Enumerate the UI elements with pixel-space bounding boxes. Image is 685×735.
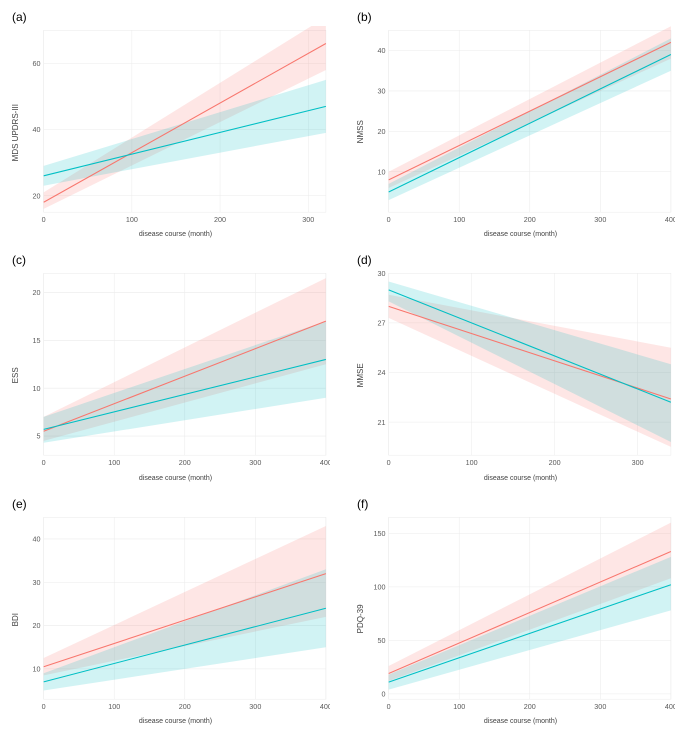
svg-text:200: 200	[549, 458, 561, 467]
chart-area: PDQ-39 0 100 200 300 400 0 50 100 150 disease cour…	[355, 513, 675, 725]
chart-area: MMSE 0 100 200 300 21 24 27 30 disease course (mo…	[355, 269, 675, 481]
plot-wrap: 0 100 200 300 21 24 27 30 disease course (month)	[366, 269, 675, 481]
svg-text:0: 0	[387, 701, 391, 710]
plot: 0 100 200 300 400 10 20 30 40	[366, 26, 675, 229]
svg-text:100: 100	[108, 458, 120, 467]
ylabel: NMSS	[355, 26, 366, 238]
svg-text:200: 200	[524, 701, 536, 710]
svg-text:100: 100	[374, 582, 386, 591]
plot: 0 100 200 300 400 5 10 15 20	[21, 269, 330, 472]
plot-wrap: 0 100 200 300 400 10 20 30 40 disease course (mon…	[21, 513, 330, 725]
panel-label-c: (c)	[12, 253, 330, 267]
svg-text:27: 27	[378, 319, 386, 328]
panel-e: (e) BDI 0 100 200 300 400 10 20 30 40 disease cours…	[10, 497, 330, 725]
svg-text:200: 200	[179, 701, 191, 710]
ylabel: PDQ-39	[355, 513, 366, 725]
svg-text:0: 0	[382, 689, 386, 698]
svg-text:10: 10	[378, 167, 386, 176]
panel-grid: (a)MDS UPDRS-III0100200300204060disease …	[10, 10, 675, 725]
svg-text:20: 20	[33, 621, 41, 630]
chart-area: NMSS 0 100 200 300 400 10 20 30 40 disease course …	[355, 26, 675, 238]
ylabel: ESS	[10, 269, 21, 481]
chart-area: ESS 0 100 200 300 400 5 10 15 20 disease course (m…	[10, 269, 330, 481]
svg-text:400: 400	[320, 701, 330, 710]
svg-text:0: 0	[387, 215, 391, 224]
svg-text:200: 200	[214, 215, 226, 224]
panel-label-a: (a)	[12, 10, 330, 24]
svg-text:21: 21	[378, 418, 386, 427]
panel-label-d: (d)	[357, 253, 675, 267]
svg-text:15: 15	[33, 336, 41, 345]
plot-wrap: 0 100 200 300 400 5 10 15 20 disease course (mont…	[21, 269, 330, 481]
xlabel: disease course (month)	[21, 716, 330, 725]
panel-d: (d) MMSE 0 100 200 300 21 24 27 30 disease course …	[355, 253, 675, 481]
svg-text:150: 150	[374, 529, 386, 538]
panel-f: (f) PDQ-39 0 100 200 300 400 0 50 100 150 disease c…	[355, 497, 675, 725]
plot: 0 100 200 300 400 0 50 100 150	[366, 513, 675, 716]
svg-text:400: 400	[665, 701, 675, 710]
svg-text:300: 300	[594, 215, 606, 224]
svg-text:100: 100	[108, 701, 120, 710]
plot-wrap: 0 100 200 300 400 10 20 30 40 disease course (mon…	[366, 26, 675, 238]
plot: 0 100 200 300 400 10 20 30 40	[21, 513, 330, 716]
plot: 0 100 200 300 20 40 60	[21, 26, 330, 229]
ylabel: MMSE	[355, 269, 366, 481]
svg-text:10: 10	[33, 664, 41, 673]
svg-text:20: 20	[33, 288, 41, 297]
xlabel: disease course (month)	[21, 473, 330, 482]
svg-text:0: 0	[42, 215, 46, 224]
svg-text:200: 200	[179, 458, 191, 467]
panel-a: (a) MDS UPDRS-III 0 100 200 300 20 40 60 disease …	[10, 10, 330, 238]
svg-text:0: 0	[42, 458, 46, 467]
svg-text:400: 400	[665, 215, 675, 224]
svg-text:10: 10	[33, 384, 41, 393]
panel-c: (c) ESS 0 100 200 300 400 5 10 15 20 disease course…	[10, 253, 330, 481]
svg-text:40: 40	[33, 534, 41, 543]
xlabel: disease course (month)	[366, 473, 675, 482]
svg-text:100: 100	[453, 215, 465, 224]
panel-label-b: (b)	[357, 10, 675, 24]
panel-b: (b) NMSS 0 100 200 300 400 10 20 30 40 disease cour…	[355, 10, 675, 238]
panel-label-f: (f)	[357, 497, 675, 511]
svg-text:100: 100	[453, 701, 465, 710]
svg-text:30: 30	[378, 86, 386, 95]
svg-text:400: 400	[320, 458, 330, 467]
chart-area: BDI 0 100 200 300 400 10 20 30 40 disease course (…	[10, 513, 330, 725]
svg-text:300: 300	[302, 215, 314, 224]
svg-text:300: 300	[249, 701, 261, 710]
xlabel: disease course (month)	[366, 229, 675, 238]
svg-text:300: 300	[632, 458, 644, 467]
svg-text:30: 30	[33, 577, 41, 586]
ylabel: BDI	[10, 513, 21, 725]
plot-wrap: 0 100 200 300 400 0 50 100 150 disease course (mo…	[366, 513, 675, 725]
svg-text:300: 300	[594, 701, 606, 710]
chart-area: MDS UPDRS-III 0 100 200 300 20 40 60 disease cou…	[10, 26, 330, 238]
svg-text:300: 300	[249, 458, 261, 467]
panel-label-e: (e)	[12, 497, 330, 511]
svg-text:20: 20	[378, 127, 386, 136]
plot: 0 100 200 300 21 24 27 30	[366, 269, 675, 472]
svg-text:60: 60	[33, 59, 41, 68]
svg-text:40: 40	[378, 46, 386, 55]
plot-wrap: 0 100 200 300 20 40 60 disease course (month)	[21, 26, 330, 238]
svg-text:24: 24	[378, 368, 386, 377]
xlabel: disease course (month)	[366, 716, 675, 725]
svg-text:100: 100	[466, 458, 478, 467]
svg-text:200: 200	[524, 215, 536, 224]
svg-text:50: 50	[378, 636, 386, 645]
svg-text:30: 30	[378, 269, 386, 278]
svg-text:100: 100	[126, 215, 138, 224]
xlabel: disease course (month)	[21, 229, 330, 238]
svg-text:0: 0	[42, 701, 46, 710]
svg-text:5: 5	[37, 432, 41, 441]
svg-text:20: 20	[33, 191, 41, 200]
svg-text:40: 40	[33, 125, 41, 134]
svg-text:0: 0	[387, 458, 391, 467]
ylabel: MDS UPDRS-III	[10, 26, 21, 238]
